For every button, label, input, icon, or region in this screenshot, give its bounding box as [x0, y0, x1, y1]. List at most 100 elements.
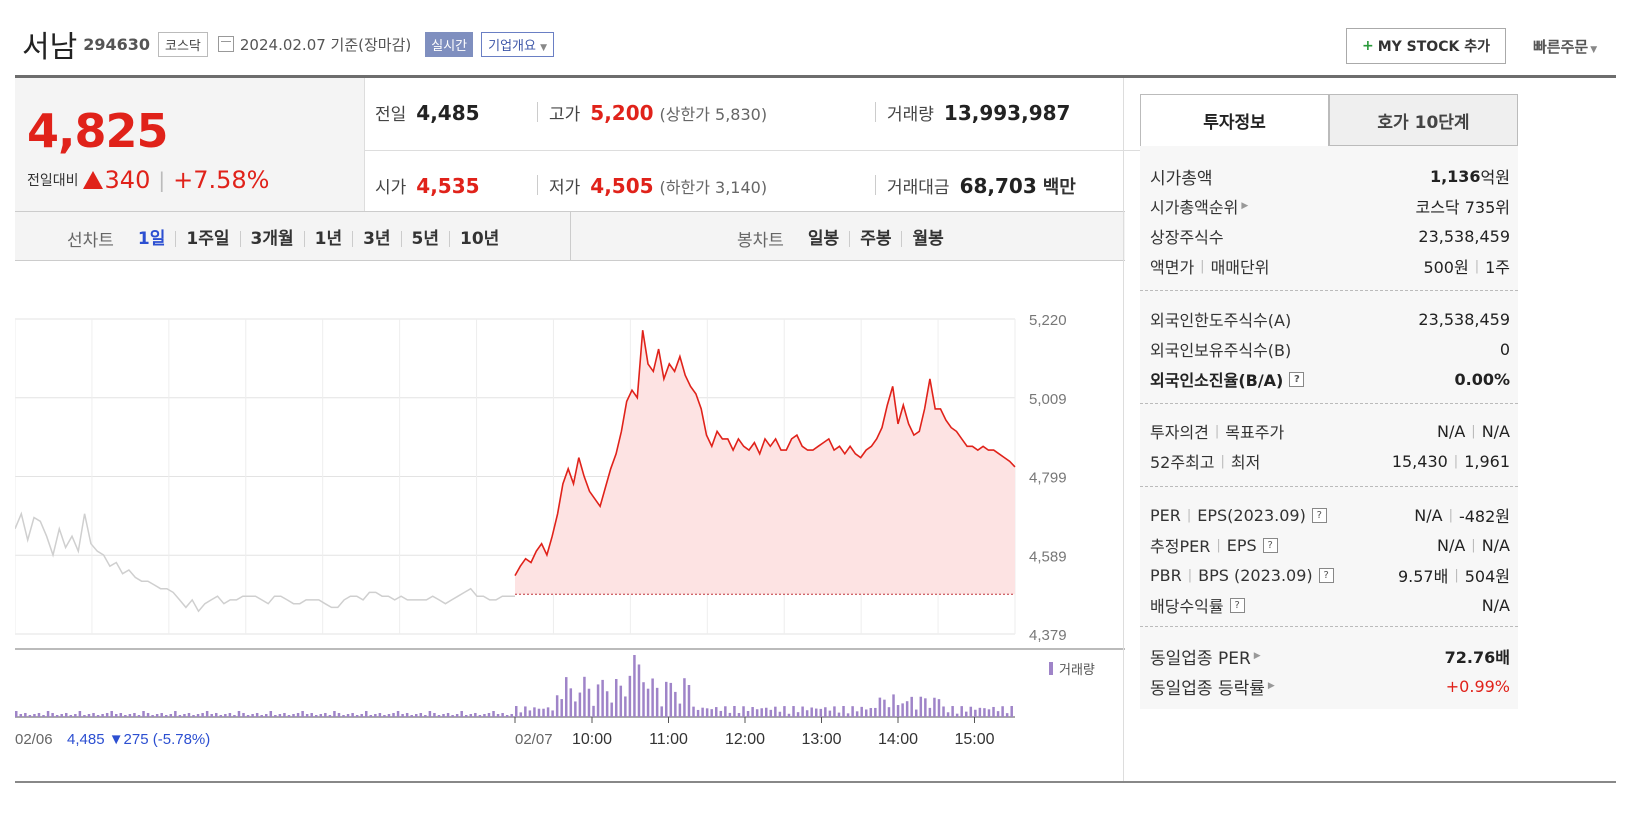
market-cap-value: 1,136 억원: [1430, 164, 1510, 188]
volume-legend-swatch: [1049, 662, 1053, 675]
tab-3m[interactable]: 3개월: [239, 230, 304, 247]
bps-value: 504원: [1464, 567, 1510, 586]
y-tick-label: 5,009: [1029, 391, 1067, 408]
divider: [1123, 78, 1124, 781]
volume-bar: [401, 714, 404, 717]
volume-bar: [601, 679, 604, 717]
volume-bar: [474, 713, 477, 717]
sector-group: 동일업종 PER ▶ 72.76배 동일업종 등락률 ▶ +0.99%: [1140, 627, 1518, 709]
volume-bar: [851, 706, 854, 717]
volume-bar: [310, 713, 313, 717]
company-info-dropdown[interactable]: 기업개요 ▼: [481, 31, 555, 57]
volume-bar: [1005, 713, 1009, 717]
volume-bar: [451, 715, 454, 717]
volume-bar: [228, 713, 232, 717]
separator: |: [1214, 423, 1220, 439]
tab-3y[interactable]: 3년: [352, 230, 400, 247]
volume-bar: [651, 678, 654, 717]
tab-5y[interactable]: 5년: [400, 230, 449, 247]
volume-bar: [805, 710, 809, 717]
help-icon[interactable]: ?: [1229, 597, 1245, 613]
volume-bar: [860, 706, 863, 717]
volume-bar: [142, 711, 145, 717]
volume-label: 거래량: [887, 105, 934, 125]
volume-bar: [333, 711, 336, 717]
volume-bar: [828, 710, 832, 717]
lower-limit: (하한가 3,140): [659, 178, 768, 197]
tab-10y[interactable]: 10년: [449, 230, 509, 247]
tab-weekly[interactable]: 주봉: [849, 230, 901, 247]
volume-bar: [110, 711, 113, 717]
help-icon[interactable]: ?: [1262, 537, 1278, 553]
tab-1w[interactable]: 1주일: [175, 230, 239, 247]
divider: [537, 102, 538, 122]
volume-bar: [537, 708, 541, 717]
tab-monthly[interactable]: 월봉: [901, 230, 953, 247]
volume-bar: [419, 713, 423, 717]
volume-bar: [728, 712, 732, 717]
volume-bar: [496, 714, 500, 717]
help-icon[interactable]: ?: [1311, 507, 1327, 523]
pbr-bps-value: 9.57배 | 504원: [1398, 563, 1510, 587]
info-row: 동일업종 PER ▶ 72.76배: [1150, 641, 1510, 671]
rank-link[interactable]: 시가총액순위 ▶: [1150, 194, 1248, 218]
volume-bar: [765, 707, 768, 717]
add-mystock-button[interactable]: + MY STOCK 추가: [1346, 28, 1506, 64]
separator: |: [158, 168, 166, 192]
volume-bar: [278, 714, 282, 717]
sector-per-link[interactable]: 동일업종 PER ▶: [1150, 644, 1261, 669]
separator: |: [1216, 537, 1221, 553]
volume-bar: [842, 706, 845, 717]
market-badge: 코스닥: [158, 31, 208, 57]
volume-bar: [410, 715, 413, 717]
volume-value: 13,993,987: [943, 101, 1071, 125]
x-tick-label: 14:00: [878, 731, 918, 748]
volume-bar: [974, 709, 977, 717]
volume-bar: [774, 706, 777, 717]
separator: |: [1454, 567, 1459, 583]
sector-rate-link[interactable]: 동일업종 등락률 ▶: [1150, 674, 1275, 699]
volume-bar: [687, 685, 691, 717]
tab-daily[interactable]: 일봉: [807, 228, 840, 249]
help-icon[interactable]: ?: [1289, 371, 1305, 387]
market-cap-group: 시가총액 1,136 억원 시가총액순위 ▶ 코스닥 735위 상장주식수 23,5…: [1140, 146, 1518, 291]
volume-bar: [151, 715, 154, 717]
info-row: 시가총액순위 ▶ 코스닥 735위: [1150, 191, 1510, 221]
volume-bar: [15, 711, 18, 717]
volume-bar: [605, 691, 609, 717]
volume-bar: [519, 712, 523, 717]
pbr-bps-label: PBR | BPS (2023.09)?: [1150, 566, 1334, 585]
volume-bar: [928, 707, 932, 717]
high-value: 5,200: [590, 101, 654, 125]
volume-bar: [560, 699, 563, 717]
tab-1y[interactable]: 1년: [303, 230, 352, 247]
separator: |: [1474, 258, 1480, 274]
volume-bar: [146, 713, 150, 717]
line-chart-label: 선차트: [67, 231, 114, 251]
volume-bar: [374, 714, 377, 717]
chevron-down-icon: ▼: [1590, 45, 1598, 55]
tab-orderbook-10[interactable]: 호가 10단계: [1329, 94, 1518, 146]
realtime-button[interactable]: 실시간: [425, 31, 474, 57]
prev-close-value: 4,485: [416, 101, 480, 125]
volume-bar: [746, 711, 750, 717]
volume-bar: [242, 713, 245, 717]
price-summary: 4,825 전일대비 340 | +7.58%: [15, 78, 365, 225]
tab-1d[interactable]: 1일: [137, 228, 166, 249]
volume-bar: [915, 709, 918, 717]
quick-order-button[interactable]: 빠른주문 ▼: [1533, 36, 1597, 57]
volume-bar: [887, 707, 891, 717]
volume-bar: [528, 710, 532, 717]
volume-bar: [760, 708, 763, 717]
volume-bar: [910, 696, 913, 717]
volume-bar: [937, 699, 941, 717]
help-icon[interactable]: ?: [1318, 567, 1334, 583]
volume-bar: [51, 713, 54, 717]
foreign-limit-label: 외국인한도주식수(A): [1150, 311, 1292, 330]
tab-invest-info[interactable]: 투자정보: [1140, 94, 1329, 146]
volume-bar: [996, 711, 1000, 717]
price-chart[interactable]: 5,220 5,009 4,799 4,589 4,379 거래량 02/06 4,485 ▼…: [14, 260, 1125, 780]
volume-bar: [69, 715, 73, 717]
volume-bar: [796, 712, 800, 717]
volume-bar: [892, 694, 895, 717]
